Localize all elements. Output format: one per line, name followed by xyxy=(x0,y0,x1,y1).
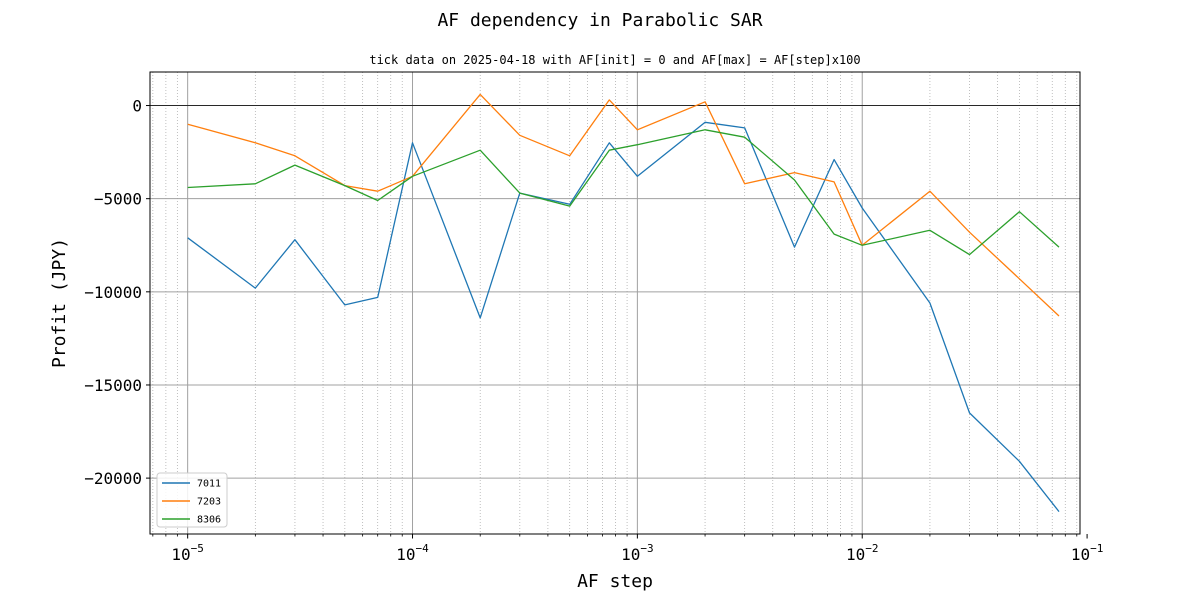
legend: 7011 7203 8306 xyxy=(156,472,228,528)
x-tick-label: 10−5 xyxy=(171,542,204,564)
x-tick-exponent: −1 xyxy=(1090,542,1103,555)
legend-label-7203: 7203 xyxy=(197,497,221,508)
y-tick-label: −15000 xyxy=(84,376,142,395)
series-line-8306 xyxy=(187,129,1060,256)
legend-label-7011: 7011 xyxy=(197,479,221,490)
legend-box xyxy=(156,472,228,528)
x-tick-base: 10 xyxy=(1071,545,1090,564)
plot-frame xyxy=(149,71,1081,535)
chart-title: tick data on 2025-04-18 with AF[init] = … xyxy=(369,53,860,67)
y-tick-label: −5000 xyxy=(94,190,142,209)
y-axis: 0 −5000 −10000 −15000 −20000 xyxy=(84,97,150,488)
x-tick-exponent: −4 xyxy=(416,542,430,555)
x-tick-label: 10−3 xyxy=(621,542,654,564)
y-tick-label: −20000 xyxy=(84,469,142,488)
legend-label-8306: 8306 xyxy=(197,515,221,526)
x-axis-label: AF step xyxy=(577,571,653,592)
x-tick-label: 10−1 xyxy=(1071,542,1104,564)
x-tick-label: 10−4 xyxy=(396,542,429,564)
y-tick-label: −10000 xyxy=(84,283,142,302)
x-tick-exponent: −3 xyxy=(640,542,653,555)
y-tick-label: 0 xyxy=(132,97,142,116)
series-line-7011 xyxy=(187,121,1060,513)
x-tick-exponent: −5 xyxy=(191,542,204,555)
x-tick-base: 10 xyxy=(396,545,415,564)
x-tick-base: 10 xyxy=(846,545,865,564)
x-tick-base: 10 xyxy=(621,545,640,564)
x-tick-base: 10 xyxy=(171,545,190,564)
series-line-7203 xyxy=(187,93,1060,317)
y-axis-label: Profit (JPY) xyxy=(49,238,70,368)
x-tick-label: 10−2 xyxy=(846,542,879,564)
x-tick-exponent: −2 xyxy=(865,542,878,555)
x-axis: 10−5 10−4 10−3 10−2 10−1 xyxy=(152,534,1104,564)
chart-suptitle: AF dependency in Parabolic SAR xyxy=(437,10,762,31)
series-layer xyxy=(187,93,1060,513)
